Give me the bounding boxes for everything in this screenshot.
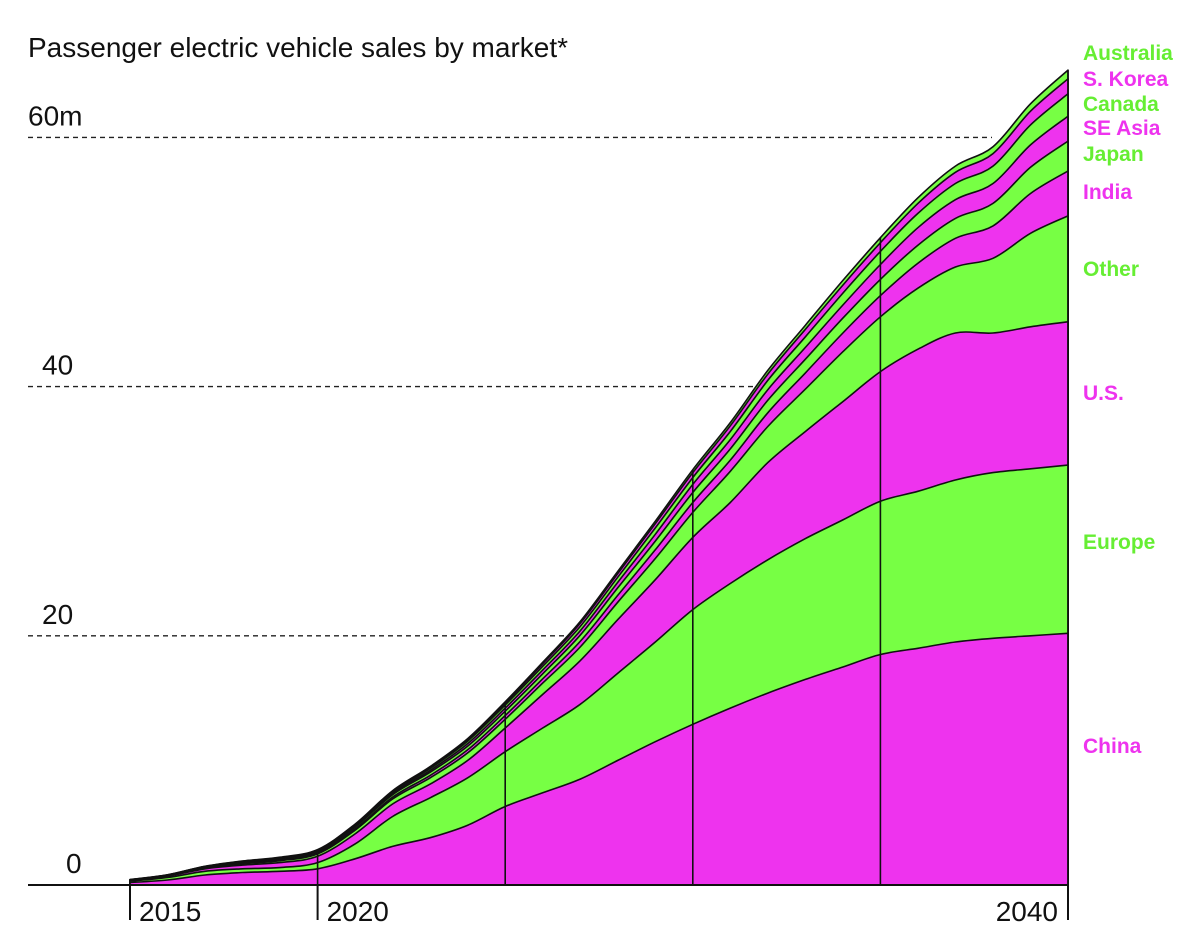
x-tick-label: 2015: [139, 896, 201, 927]
x-tick-label: 2040: [996, 896, 1058, 927]
y-tick-label: 20: [42, 599, 73, 630]
legend-se-asia: SE Asia: [1083, 117, 1161, 140]
legend-other: Other: [1083, 258, 1139, 281]
y-tick-label: 0: [66, 848, 82, 879]
gridlines: 0 20 40 60m: [28, 100, 992, 879]
y-tick-label: 40: [42, 350, 73, 381]
area-china: [129, 632, 1069, 886]
legend: China Europe U.S. Other India Japan SE AsiaCan…: [1083, 42, 1173, 758]
chart-title: Passenger electric vehicle sales by mark…: [28, 32, 568, 63]
stacked-areas: [129, 69, 1069, 886]
legend-s-korea: S. Korea: [1083, 68, 1169, 91]
legend-china: China: [1083, 735, 1142, 758]
y-tick-label: 60m: [28, 100, 82, 131]
legend-india: India: [1083, 181, 1132, 204]
legend-europe: Europe: [1083, 531, 1155, 554]
year-markers: [316, 70, 1069, 885]
axes: 2015 2020 2040: [28, 884, 1069, 927]
legend-u-s-: U.S.: [1083, 382, 1124, 405]
x-tick-label: 2020: [327, 896, 389, 927]
legend-japan: Japan: [1083, 143, 1144, 166]
legend-canada: Canada: [1083, 93, 1159, 116]
legend-australia: Australia: [1083, 42, 1173, 65]
